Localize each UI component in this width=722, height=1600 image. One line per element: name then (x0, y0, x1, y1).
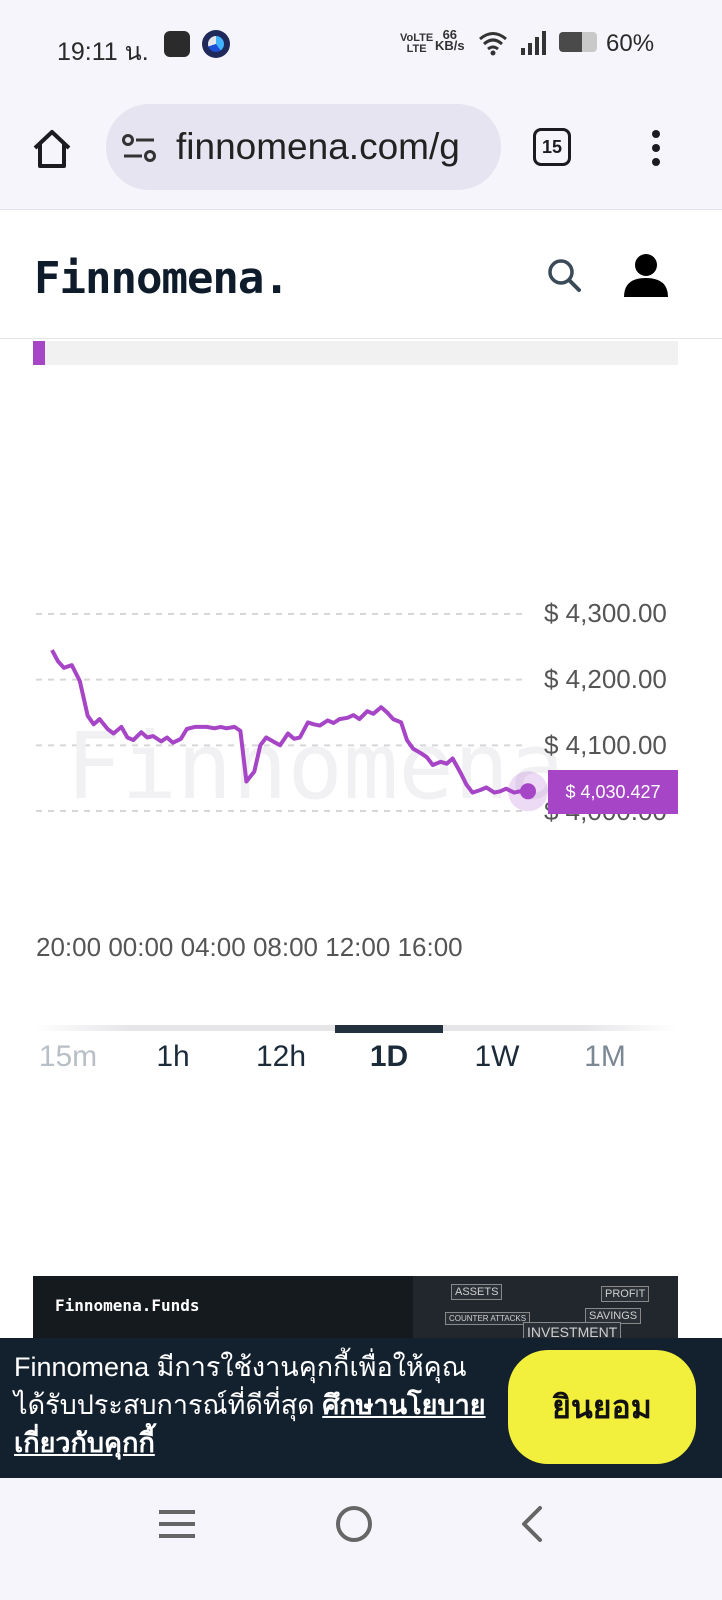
signal-icon (521, 31, 546, 55)
price-chart[interactable]: Finnomena (0, 560, 722, 880)
browser-toolbar: finnomena.com/g 15 (0, 90, 722, 210)
finnomena-logo[interactable]: Finnomena. (34, 253, 290, 304)
cookie-policy-link[interactable]: ศึกษานโยบายเกี่ยวกับคุกกี้ (14, 1390, 486, 1458)
battery-percent: 60% (606, 30, 655, 57)
tab-range-15m[interactable]: 15m (38, 1040, 98, 1073)
y-tick-label: $ 4,200.00 (544, 664, 667, 694)
x-tick-label: 08:00 (252, 932, 319, 962)
y-tick-label: $ 4,300.00 (544, 598, 667, 628)
range-active-indicator (335, 1025, 443, 1033)
tab-range-12h[interactable]: 12h (255, 1040, 307, 1073)
cookie-text: Finnomena มีการใช้งานคุกกี้เพื่อให้คุณได… (14, 1352, 467, 1420)
banner-word: SAVINGS (585, 1308, 642, 1324)
banner-brand: Finnomena.Funds (55, 1296, 200, 1315)
recent-apps-icon[interactable] (157, 1508, 197, 1540)
battery-icon (559, 32, 597, 52)
scroll-progress-fill (33, 341, 45, 365)
home-icon[interactable] (31, 128, 73, 170)
system-nav-bar (0, 1478, 722, 1600)
banner-word: ASSETS (451, 1284, 503, 1300)
more-options-icon[interactable] (648, 128, 664, 170)
data-speed-indicator: 66 KB/s (435, 27, 465, 53)
banner-word: COUNTER ATTACKS (445, 1312, 531, 1325)
site-header: Finnomena. (0, 211, 722, 339)
x-axis-labels: 20:00 00:00 04:00 08:00 12:00 16:00 (36, 932, 463, 963)
wifi-icon (479, 32, 507, 56)
user-account-icon[interactable] (622, 251, 670, 299)
cookie-consent-bar: Finnomena มีการใช้งานคุกกี้เพื่อให้คุณได… (0, 1338, 722, 1478)
cookie-accept-button[interactable]: ยินยอม (508, 1350, 696, 1464)
current-price-badge: $ 4,030.427 (548, 770, 678, 814)
home-nav-icon[interactable] (334, 1504, 374, 1544)
status-bar: 19:11 น. VoLTE LTE 66 KB/s 60% (0, 0, 722, 90)
search-icon[interactable] (546, 257, 582, 293)
status-time: 19:11 น. (57, 38, 149, 66)
tab-range-1d[interactable]: 1D (369, 1040, 409, 1073)
banner-word: PROFIT (601, 1286, 650, 1302)
x-tick-label: 12:00 (325, 932, 391, 962)
cookie-message: Finnomena มีการใช้งานคุกกี้เพื่อให้คุณได… (14, 1348, 494, 1462)
x-tick-label: 20:00 (36, 932, 102, 962)
volte-indicator: VoLTE LTE (400, 32, 434, 55)
x-tick-label: 16:00 (397, 932, 463, 962)
last-point-marker (520, 783, 536, 800)
promo-banner[interactable]: Finnomena.Funds ASSETS PROFIT SAVINGS CO… (33, 1276, 678, 1338)
scroll-progress-track (33, 341, 678, 365)
tab-switcher-button[interactable]: 15 (533, 128, 571, 166)
tab-range-1w[interactable]: 1W (474, 1040, 520, 1073)
banner-image: ASSETS PROFIT SAVINGS COUNTER ATTACKS IN… (413, 1276, 678, 1338)
chart-watermark: Finnomena (66, 713, 565, 820)
url-text[interactable]: finnomena.com/g (176, 126, 460, 167)
site-settings-icon[interactable] (122, 134, 158, 162)
y-tick-label: $ 4,100.00 (544, 730, 667, 760)
banner-word: INVESTMENT (523, 1322, 622, 1338)
gallery-app-icon (164, 31, 190, 57)
camera-app-icon (202, 30, 230, 58)
tab-range-1m[interactable]: 1M (584, 1040, 626, 1073)
address-bar[interactable]: finnomena.com/g (106, 104, 501, 190)
x-tick-label: 00:00 (108, 932, 174, 962)
x-tick-label: 04:00 (180, 932, 246, 962)
price-series-line (50, 649, 530, 795)
tab-range-1h[interactable]: 1h (156, 1040, 190, 1073)
back-icon[interactable] (516, 1504, 546, 1544)
